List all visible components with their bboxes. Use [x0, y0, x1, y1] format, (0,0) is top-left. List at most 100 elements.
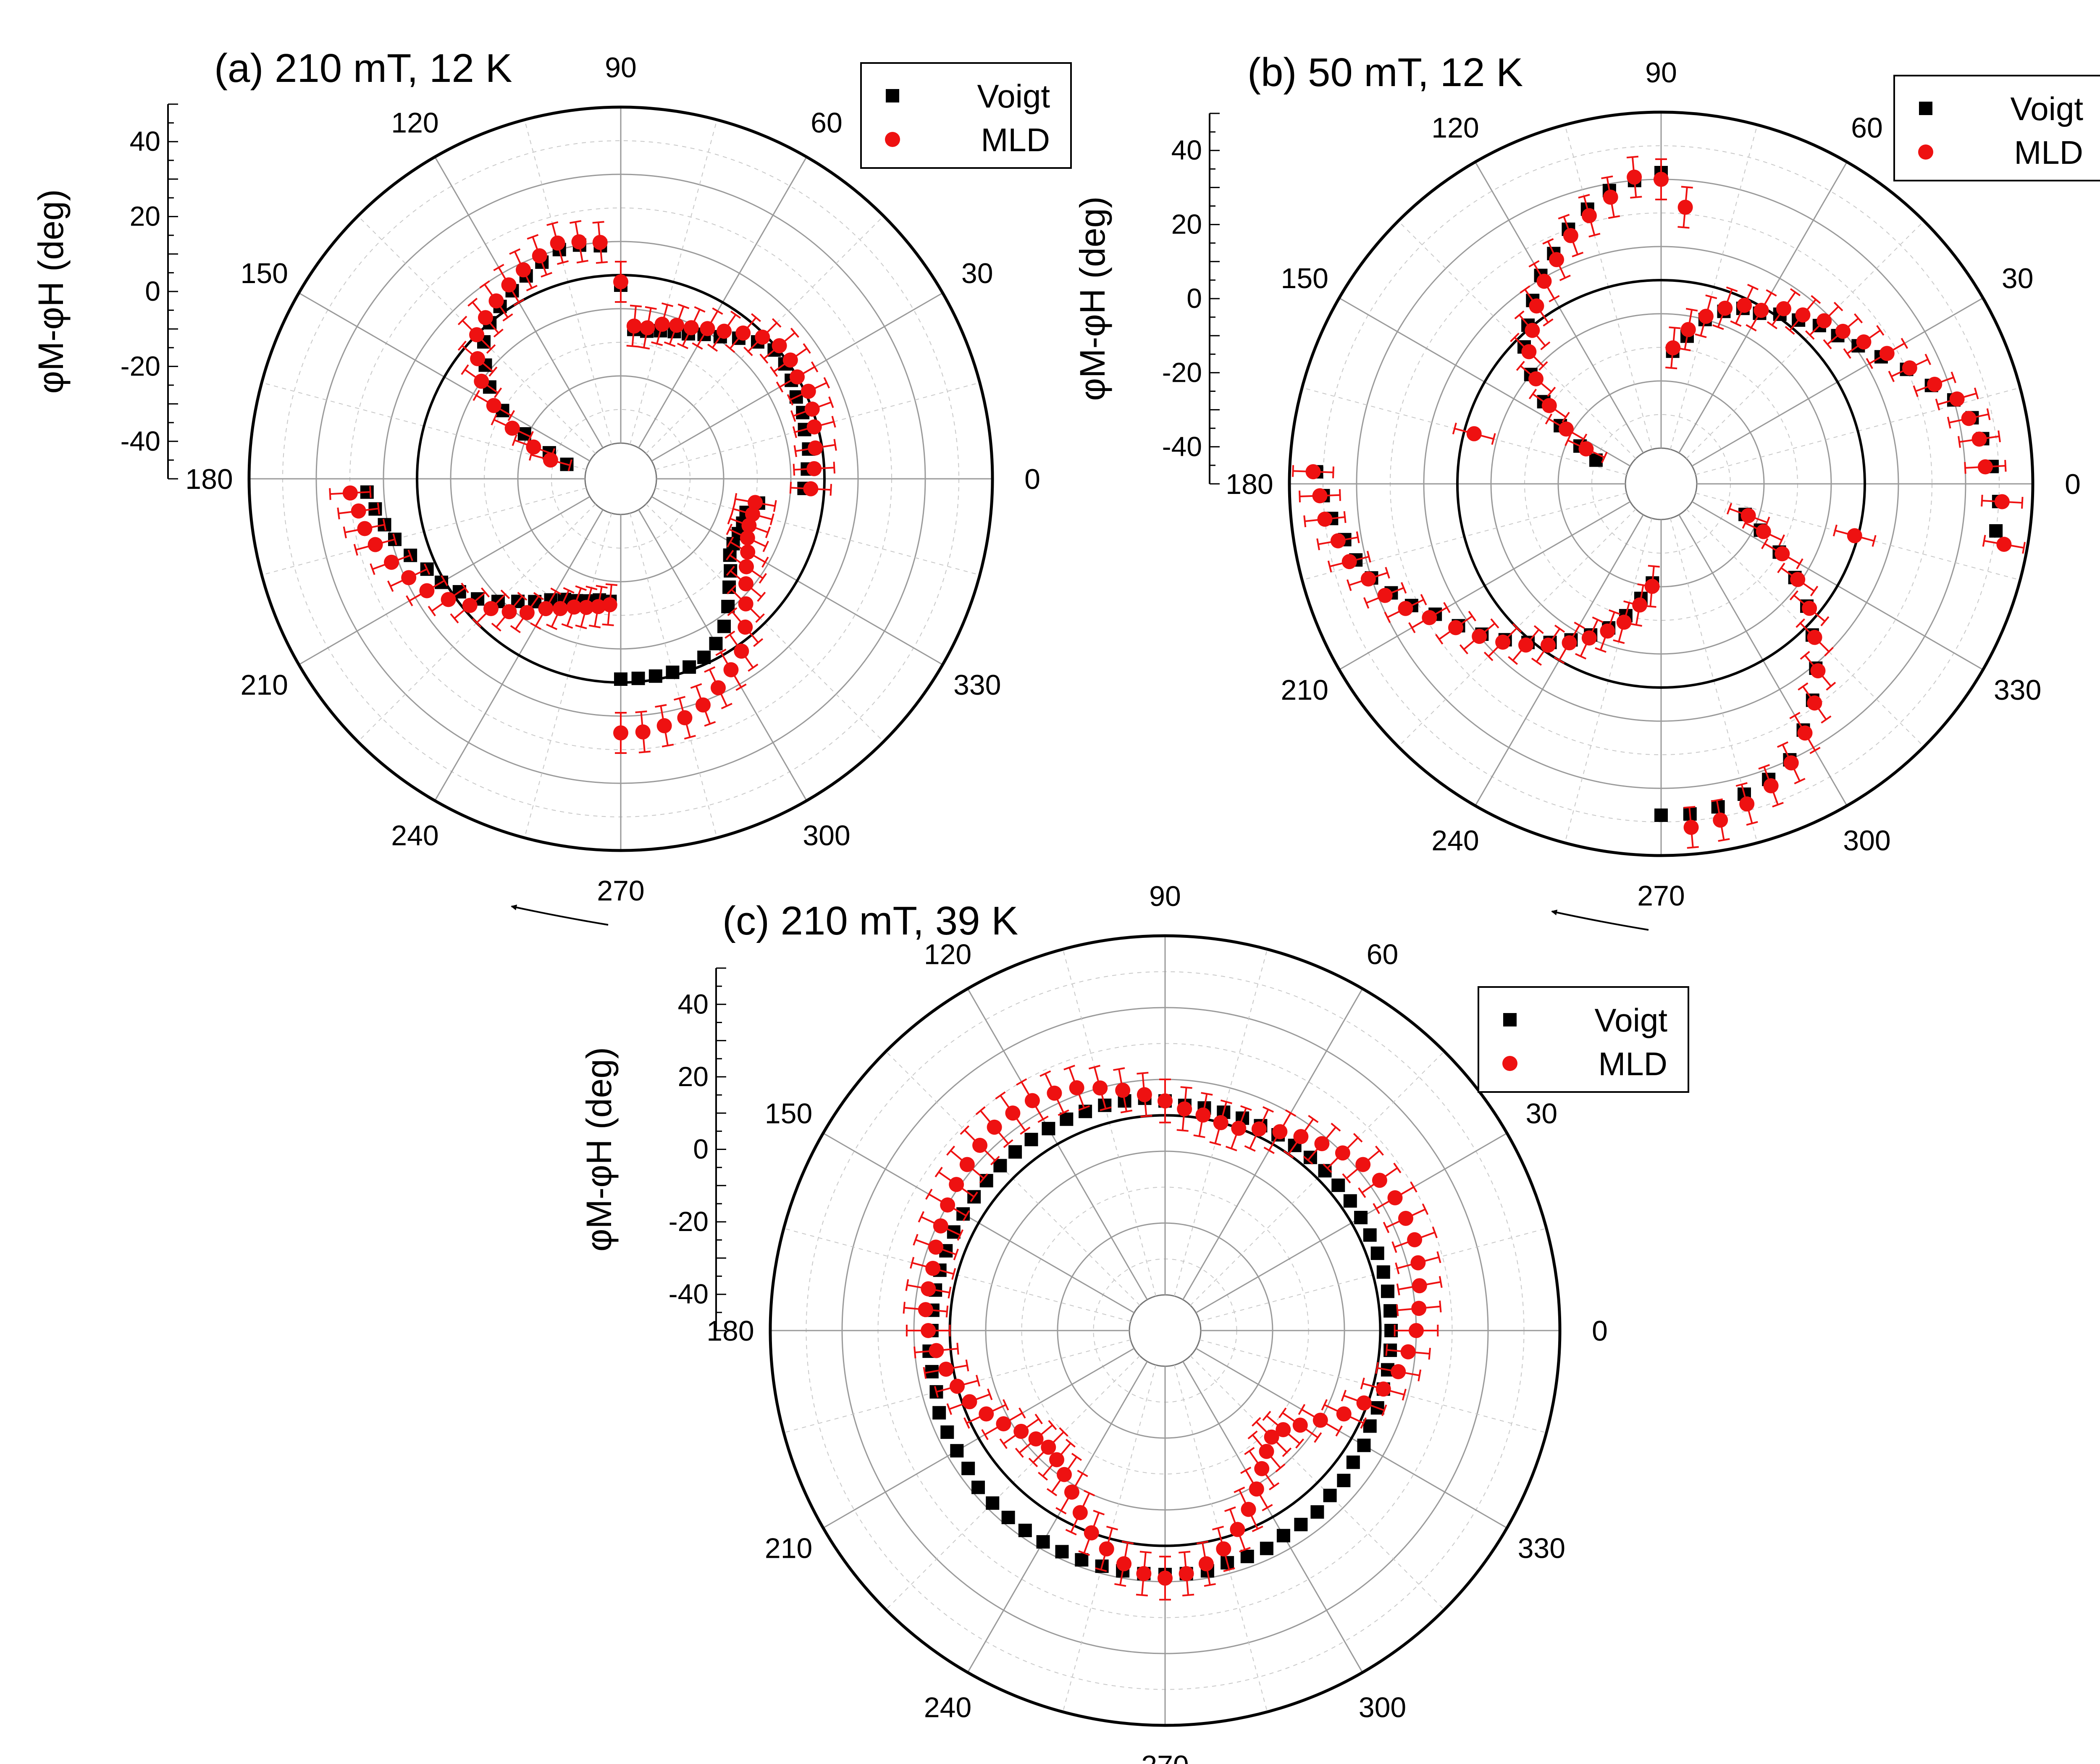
series-voigt: [922, 1091, 1398, 1581]
data-point-mld: [1737, 297, 1752, 313]
error-cap: [1726, 286, 1738, 292]
error-cap: [1360, 1417, 1367, 1429]
error-cap: [1244, 1447, 1255, 1455]
data-point-mld: [1179, 1566, 1194, 1581]
error-cap: [934, 1167, 943, 1178]
error-cap: [1559, 274, 1571, 281]
legend-label: Voigt: [977, 78, 1050, 115]
error-cap: [730, 310, 741, 319]
error-cap: [1332, 466, 1334, 478]
data-point-mld: [1317, 512, 1333, 527]
error-cap: [638, 346, 650, 350]
error-cap: [1777, 741, 1789, 748]
error-cap: [765, 526, 771, 538]
error-cap: [1121, 1541, 1134, 1545]
error-cap: [664, 341, 676, 347]
error-cap: [1459, 644, 1468, 655]
data-point-mld: [488, 293, 504, 309]
error-cap: [1443, 602, 1451, 613]
error-cap: [1240, 1105, 1252, 1111]
data-point-mld: [1971, 431, 1987, 447]
error-cap: [1601, 452, 1608, 463]
error-cap: [1418, 1369, 1422, 1381]
error-cap: [1826, 682, 1836, 691]
error-cap: [787, 394, 794, 406]
error-cap: [1876, 325, 1885, 336]
error-cap: [1542, 238, 1554, 245]
radial-tick-label: 0: [693, 1134, 709, 1165]
error-cap: [576, 260, 588, 264]
error-cap: [811, 361, 819, 373]
error-cap: [1402, 1389, 1407, 1401]
data-point-mld: [1422, 610, 1437, 625]
radial-tick-label: -20: [669, 1206, 709, 1237]
radial-tick-label: 20: [678, 1061, 709, 1092]
angle-label: 240: [924, 1691, 971, 1723]
error-cap: [733, 493, 738, 505]
data-point-voigt: [932, 1406, 946, 1420]
data-point-mld: [591, 599, 606, 614]
legend-marker-voigt: [1503, 1013, 1517, 1026]
error-cap: [1343, 511, 1347, 523]
data-point-voigt: [1376, 1265, 1390, 1279]
radial-tick-label: -20: [121, 350, 160, 381]
data-point-mld: [635, 724, 651, 740]
error-cap: [1483, 651, 1494, 662]
error-cap: [1239, 1547, 1251, 1553]
data-point-mld: [1807, 630, 1822, 645]
data-point-voigt: [1383, 1304, 1397, 1318]
error-cap: [651, 341, 663, 346]
data-point-mld: [938, 1361, 954, 1377]
error-cap: [690, 683, 702, 689]
data-point-mld: [808, 440, 823, 456]
error-cap: [1595, 647, 1606, 653]
data-point-mld: [1632, 597, 1648, 613]
error-cap: [948, 1286, 952, 1299]
polar-panel-2: 0 30 60 90 120 150 180 210 240 270 300 330 (c) 210 m…: [579, 880, 1689, 1764]
error-cap: [987, 1389, 993, 1400]
data-point-mld: [1056, 1467, 1072, 1482]
data-point-mld: [532, 248, 547, 264]
error-cap: [1176, 1129, 1189, 1132]
error-cap: [527, 234, 539, 240]
error-cap: [1182, 1593, 1194, 1597]
error-cap: [1137, 1072, 1149, 1075]
data-point-mld: [504, 420, 520, 436]
error-cap: [1058, 1109, 1069, 1116]
error-cap: [480, 587, 490, 598]
data-point-mld: [738, 576, 753, 592]
error-cap: [1422, 1203, 1429, 1215]
data-point-mld: [526, 439, 541, 455]
data-point-mld: [1047, 1085, 1062, 1101]
error-cap: [1078, 1550, 1090, 1556]
data-point-mld: [486, 398, 501, 413]
series-mld: [1292, 155, 2026, 849]
error-cap: [1789, 590, 1798, 601]
error-cap: [1538, 361, 1548, 371]
data-point-mld: [1996, 536, 2012, 552]
data-point-voigt: [1323, 1488, 1337, 1502]
angle-label: 30: [961, 257, 993, 289]
error-cap: [1285, 1109, 1297, 1117]
error-cap: [343, 526, 347, 538]
outer-circle: [1288, 110, 2034, 857]
error-cap: [1809, 747, 1821, 754]
error-cap: [1353, 1133, 1363, 1143]
data-point-mld: [1177, 1101, 1192, 1117]
error-cap: [946, 1403, 952, 1415]
legend-marker-mld: [1502, 1056, 1517, 1071]
error-cap: [773, 500, 777, 512]
error-cap: [1545, 413, 1553, 425]
error-cap: [1209, 1141, 1221, 1146]
error-cap: [1375, 1362, 1379, 1374]
error-cap: [903, 1302, 906, 1314]
data-point-mld: [748, 495, 763, 510]
error-cap: [945, 1305, 949, 1318]
error-cap: [662, 743, 674, 748]
error-cap: [1796, 558, 1803, 570]
data-point-mld: [1312, 488, 1328, 504]
error-cap: [645, 306, 657, 310]
error-cap: [528, 449, 534, 461]
angle-label: 90: [1149, 880, 1181, 912]
